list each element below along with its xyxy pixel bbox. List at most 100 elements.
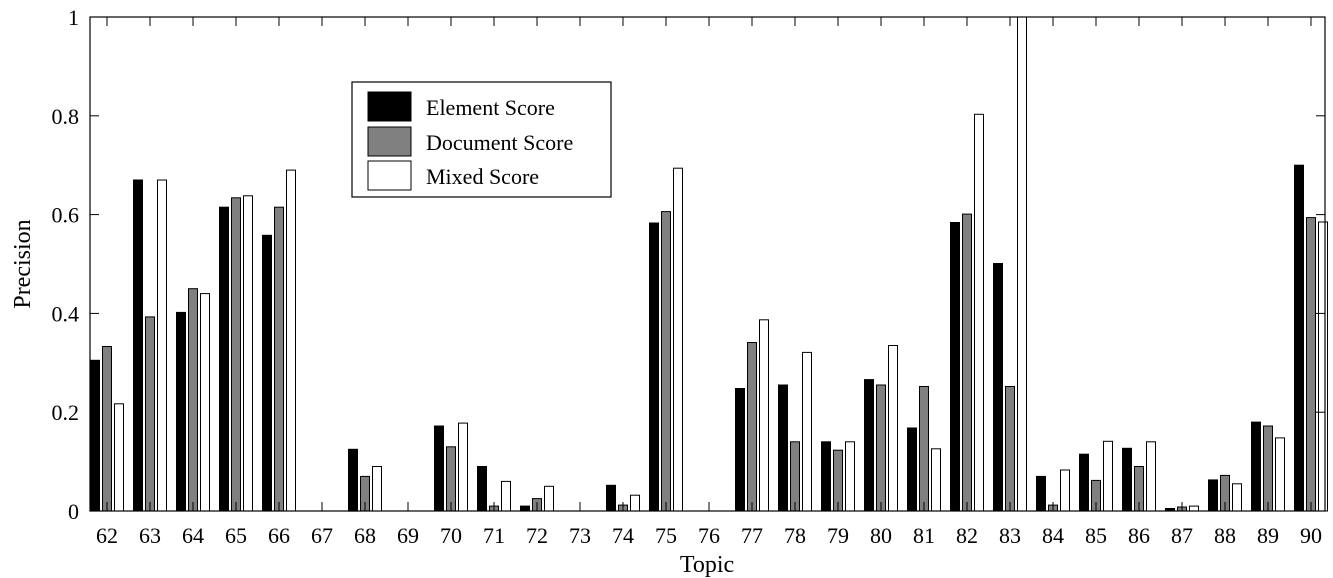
y-tick-label-0.2: 0.2 [52, 400, 80, 425]
legend: Element Score Document Score Mixed Score [351, 81, 612, 198]
bar-mixed-score-77 [759, 319, 769, 512]
bar-mixed-score-71 [501, 480, 511, 512]
bar-mixed-score-78 [802, 351, 812, 512]
bar-document-score-80 [876, 384, 886, 512]
bar-mixed-score-88 [1232, 483, 1242, 512]
bar-document-score-89 [1263, 425, 1273, 512]
bar-mixed-score-90 [1318, 221, 1328, 512]
plot-frame [89, 16, 1326, 512]
bar-document-score-65 [231, 197, 241, 512]
x-tick-label-84: 84 [1042, 523, 1064, 548]
x-tick-label-75: 75 [655, 523, 677, 548]
bar-element-score-65 [219, 206, 229, 512]
x-tick-label-88: 88 [1214, 523, 1236, 548]
bar-element-score-90 [1294, 164, 1304, 512]
bar-mixed-score-63 [157, 179, 167, 512]
bar-mixed-score-62 [114, 403, 124, 512]
x-tick-label-65: 65 [225, 523, 247, 548]
bar-mixed-score-82 [974, 113, 984, 512]
x-tick-label-63: 63 [139, 523, 161, 548]
bar-element-score-84 [1036, 475, 1046, 512]
bar-document-score-90 [1306, 217, 1316, 512]
bar-mixed-score-70 [458, 422, 468, 512]
bar-element-score-80 [864, 379, 874, 512]
bar-document-score-78 [790, 441, 800, 512]
bar-mixed-score-74 [630, 494, 640, 512]
bar-element-score-85 [1079, 453, 1089, 512]
bar-mixed-score-68 [372, 466, 382, 512]
y-tick-label-0.8: 0.8 [52, 104, 80, 129]
bar-element-score-89 [1251, 421, 1261, 512]
bar-mixed-score-85 [1103, 440, 1113, 512]
y-tick-label-0: 0 [68, 499, 79, 524]
bar-element-score-74 [606, 484, 616, 512]
bar-mixed-score-79 [845, 441, 855, 512]
bar-element-score-63 [133, 179, 143, 512]
x-tick-label-81: 81 [913, 523, 935, 548]
bar-document-score-79 [833, 449, 843, 512]
y-axis-title: Precision [10, 219, 36, 308]
y-tick-label-1: 1 [68, 5, 79, 30]
bar-element-score-79 [821, 441, 831, 512]
bar-mixed-score-81 [931, 448, 941, 512]
bar-mixed-score-72 [544, 485, 554, 512]
ticks-layer: 62 63 64 65 66 67 68 69 70 71 72 73 74 75 76 77 78 79 80 81… [52, 5, 1325, 548]
bar-element-score-68 [348, 448, 358, 512]
x-tick-label-62: 62 [96, 523, 118, 548]
bar-mixed-score-83 [1017, 16, 1027, 512]
legend-label-element-score: Element Score [426, 95, 555, 120]
x-tick-label-67: 67 [311, 523, 333, 548]
x-tick-label-79: 79 [827, 523, 849, 548]
bar-document-score-82 [962, 213, 972, 512]
legend-swatch-element-score [367, 91, 412, 122]
legend-swatch-mixed-score [367, 160, 412, 191]
bar-mixed-score-65 [243, 195, 253, 512]
bar-element-score-77 [735, 388, 745, 512]
x-tick-label-69: 69 [397, 523, 419, 548]
x-tick-label-74: 74 [612, 523, 634, 548]
x-tick-label-85: 85 [1085, 523, 1107, 548]
bar-mixed-score-80 [888, 345, 898, 512]
x-tick-label-76: 76 [698, 523, 720, 548]
x-tick-label-89: 89 [1257, 523, 1279, 548]
x-tick-label-86: 86 [1128, 523, 1150, 548]
bar-document-score-75 [661, 211, 671, 512]
bar-document-score-63 [145, 316, 155, 512]
bars-layer [90, 16, 1328, 512]
x-tick-label-77: 77 [741, 523, 763, 548]
bar-mixed-score-66 [286, 169, 296, 512]
bar-element-score-86 [1122, 447, 1132, 512]
x-tick-label-68: 68 [354, 523, 376, 548]
legend-swatch-document-score [367, 126, 412, 157]
legend-label-mixed-score: Mixed Score [426, 164, 539, 189]
x-tick-label-66: 66 [268, 523, 290, 548]
bar-element-score-83 [993, 263, 1003, 512]
bar-document-score-64 [188, 288, 198, 512]
x-tick-label-71: 71 [483, 523, 505, 548]
x-tick-label-83: 83 [999, 523, 1021, 548]
bar-document-score-62 [102, 346, 112, 512]
x-tick-label-72: 72 [526, 523, 548, 548]
x-tick-label-82: 82 [956, 523, 978, 548]
y-tick-label-0.6: 0.6 [52, 203, 80, 228]
bar-element-score-71 [477, 466, 487, 512]
bar-document-score-66 [274, 206, 284, 512]
bar-mixed-score-75 [673, 167, 683, 512]
bar-document-score-77 [747, 342, 757, 512]
x-tick-label-87: 87 [1171, 523, 1193, 548]
bar-document-score-81 [919, 386, 929, 512]
bar-element-score-81 [907, 427, 917, 512]
bar-mixed-score-89 [1275, 437, 1285, 512]
x-tick-label-64: 64 [182, 523, 204, 548]
bar-mixed-score-64 [200, 293, 210, 512]
bar-element-score-82 [950, 222, 960, 512]
x-axis-title: Topic [680, 552, 734, 578]
bar-mixed-score-84 [1060, 469, 1070, 512]
x-tick-label-70: 70 [440, 523, 462, 548]
bar-mixed-score-87 [1189, 505, 1199, 512]
x-tick-label-78: 78 [784, 523, 806, 548]
x-tick-label-90: 90 [1300, 523, 1322, 548]
bar-element-score-64 [176, 311, 186, 512]
bar-mixed-score-86 [1146, 441, 1156, 512]
